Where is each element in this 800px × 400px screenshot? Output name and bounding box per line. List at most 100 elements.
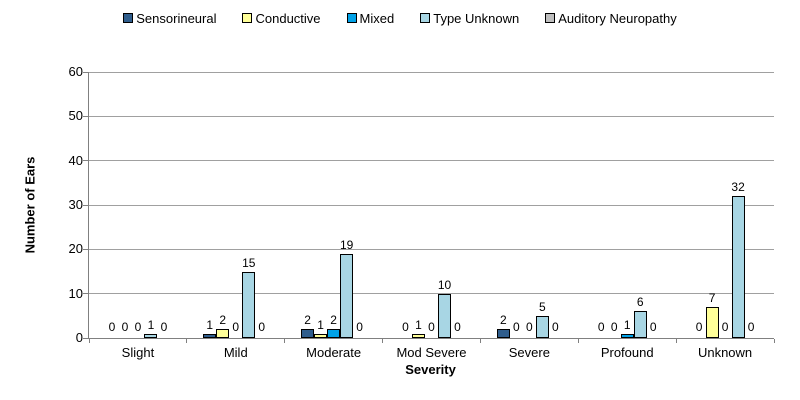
bar-value-label: 0 xyxy=(121,320,129,334)
bar-value-label: 6 xyxy=(636,295,644,310)
bar-mixed xyxy=(620,333,634,338)
legend-swatch-icon xyxy=(545,13,556,23)
x-axis-tick xyxy=(382,339,384,343)
bar-slot: 0 xyxy=(131,321,144,338)
y-axis-tick xyxy=(83,337,89,339)
bar-slot: 0 xyxy=(353,321,366,338)
bar-type-unknown xyxy=(340,253,354,338)
bar-slot: 0 xyxy=(425,321,438,338)
bar-value-label: 2 xyxy=(304,313,311,328)
bar-slot: 7 xyxy=(705,291,719,338)
legend-label: Auditory Neuropathy xyxy=(558,10,677,26)
bar-slot: 0 xyxy=(105,321,118,338)
bar-slot: 2 xyxy=(327,314,341,338)
bar-slot: 0 xyxy=(255,321,268,338)
bar-value-label: 0 xyxy=(695,320,703,334)
bar-type-unknown xyxy=(242,271,256,338)
bar-type-unknown xyxy=(437,293,451,338)
bar-value-label: 0 xyxy=(160,320,168,334)
bar-value-label: 32 xyxy=(731,180,745,195)
bar-slot: 0 xyxy=(399,321,412,338)
bar-value-label: 0 xyxy=(747,320,755,334)
bar-value-label: 2 xyxy=(500,313,507,328)
bar-value-label: 0 xyxy=(610,320,618,334)
bar-value-label: 0 xyxy=(513,320,520,334)
bar-value-label: 1 xyxy=(623,317,631,332)
bar-value-label: 0 xyxy=(258,320,266,334)
y-axis-tick-label: 30 xyxy=(68,197,83,212)
legend-label: Type Unknown xyxy=(433,10,520,26)
bar-value-label: 1 xyxy=(415,317,422,332)
x-axis-tick xyxy=(773,339,775,343)
bar-value-label: 0 xyxy=(134,320,142,334)
x-axis-tick xyxy=(186,339,188,343)
bar-conductive xyxy=(216,329,230,338)
bar-slot: 2 xyxy=(301,313,315,338)
x-axis-tick xyxy=(479,339,481,343)
bar-slot: 32 xyxy=(731,180,745,338)
x-axis-tick xyxy=(675,339,677,343)
bar-value-label: 0 xyxy=(232,320,240,334)
x-category-label: Mild xyxy=(223,345,248,360)
bar-slot: 0 xyxy=(693,321,706,338)
bar-slot: 15 xyxy=(242,255,256,338)
bar-value-label: 1 xyxy=(147,317,155,332)
bar-value-label: 15 xyxy=(242,255,256,270)
bar-value-label: 0 xyxy=(454,320,461,334)
bar-value-label: 0 xyxy=(108,320,116,334)
bar-type-unknown xyxy=(633,311,647,338)
x-axis-title: Severity xyxy=(405,362,456,377)
bar-type-unknown xyxy=(144,333,158,338)
gridline xyxy=(89,160,774,162)
bar-value-label: 0 xyxy=(649,320,657,334)
bar-value-label: 19 xyxy=(339,237,354,252)
bar-slot: 0 xyxy=(451,321,464,338)
x-category-label: Moderate xyxy=(306,345,362,360)
y-axis-tick-label: 60 xyxy=(68,64,83,79)
bar-slot: 19 xyxy=(339,237,354,338)
bar-mixed xyxy=(327,329,341,338)
y-axis-tick xyxy=(83,115,89,117)
y-axis-tick-label: 0 xyxy=(75,330,83,345)
gridline xyxy=(89,115,774,117)
bar-value-label: 1 xyxy=(317,317,324,332)
y-axis-tick-label: 10 xyxy=(68,285,83,301)
x-category-label: Profound xyxy=(600,345,654,360)
y-axis-tick-label: 40 xyxy=(68,152,83,168)
legend-item-auditory-neuropathy: Auditory Neuropathy xyxy=(545,11,677,26)
bar-slot: 1 xyxy=(144,317,158,338)
bar-type-unknown xyxy=(731,196,745,338)
legend-item-mixed: Mixed xyxy=(346,11,394,26)
bar-group-mild: 1 2 0 15 0 xyxy=(187,72,285,338)
bar-value-label: 5 xyxy=(539,299,546,314)
bar-slot: 0 xyxy=(647,321,660,338)
bar-value-label: 1 xyxy=(206,317,214,332)
legend-item-conductive: Conductive xyxy=(242,10,321,26)
bar-conductive xyxy=(411,333,425,338)
bar-slot: 0 xyxy=(118,321,131,338)
legend-swatch-icon xyxy=(420,13,431,23)
x-axis-tick xyxy=(284,339,286,343)
bar-group-mod-severe: 0 1 0 10 0 xyxy=(383,72,481,338)
x-axis-tick xyxy=(88,339,90,343)
bar-slot: 0 xyxy=(608,321,621,338)
bar-value-label: 0 xyxy=(597,320,605,334)
bar-group-moderate: 2 1 2 19 0 xyxy=(285,72,383,338)
bar-value-label: 0 xyxy=(356,320,363,334)
legend-label: Conductive xyxy=(255,10,321,26)
legend-swatch-icon xyxy=(123,13,134,23)
bar-conductive xyxy=(705,306,719,338)
y-axis-tick xyxy=(83,293,89,295)
bar-sensorineural xyxy=(301,329,315,338)
y-axis-title: Number of Ears xyxy=(22,156,38,254)
bar-value-label: 2 xyxy=(219,313,227,328)
legend-item-type-unknown: Type Unknown xyxy=(420,11,519,26)
gridline xyxy=(89,204,774,206)
bar-group-unknown: 0 7 0 32 0 xyxy=(676,72,774,338)
legend-item-sensorineural: Sensorineural xyxy=(123,11,216,26)
x-axis-tick xyxy=(577,339,579,343)
x-category-label: Mod Severe xyxy=(396,345,467,360)
